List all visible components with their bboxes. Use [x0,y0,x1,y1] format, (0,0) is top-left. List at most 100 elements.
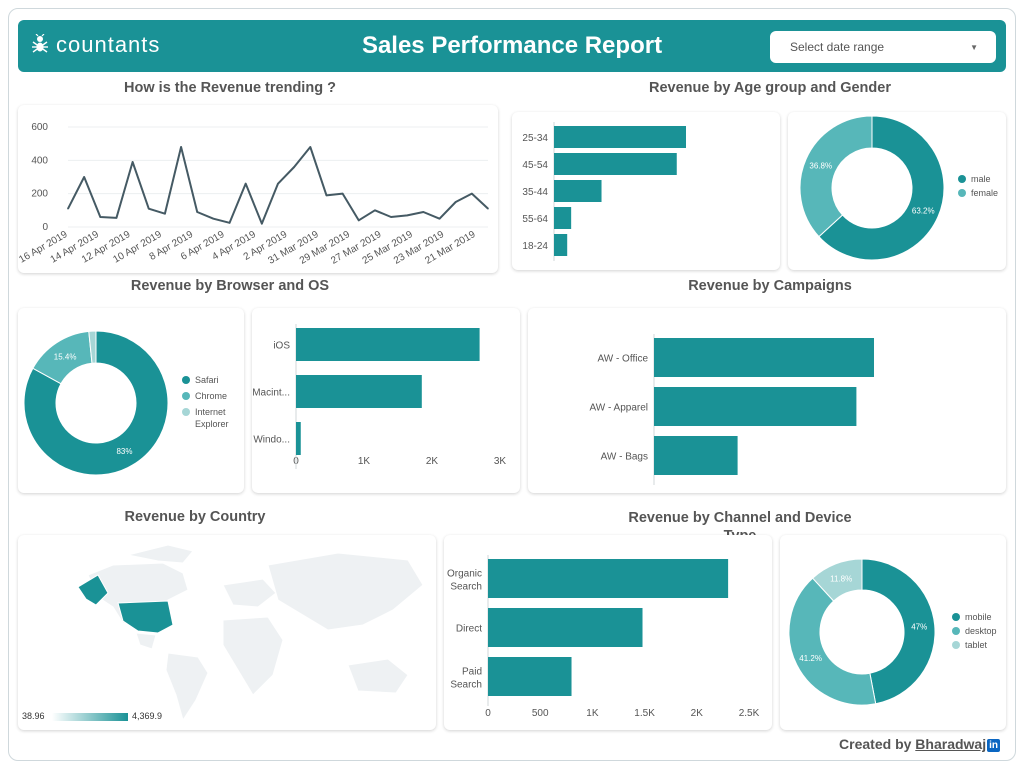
country-title: Revenue by Country [124,509,266,525]
slice-label: 47% [911,623,927,632]
data-point [454,201,457,203]
category-label: Direct [456,624,482,635]
greenland-shape [127,544,194,564]
channel-bar-chart: 0 500 1K 1.5K 2K 2.5K Organic Search Direct Paid S… [447,555,760,719]
donut-slice [861,558,936,705]
category-label: Macint... [252,388,290,399]
category-label: Paid [462,667,482,678]
data-point [406,214,409,217]
header-bar: countants Sales Performance Report Selec… [18,20,1006,72]
x-tick-label: 500 [532,708,549,719]
category-label: Windo... [253,435,290,446]
south-america-shape [165,652,209,722]
y-tick-label: 200 [31,189,48,200]
data-point [99,216,102,218]
campaigns-panel: AW - Office AW - Apparel AW - Bags [528,308,1006,493]
bar [554,180,602,202]
central-america-shape [135,632,157,650]
asia-shape [267,552,424,631]
bar [488,608,643,647]
y-tick-label: 0 [42,222,48,233]
africa-shape [222,616,284,696]
legend-label: Internet [195,407,226,417]
browser-donut-chart: 83% 15.4% Safari Chrome Internet Explorer [23,330,229,476]
legend-label: desktop [965,626,997,636]
data-point [293,166,295,168]
donut-slice [799,115,873,238]
legend-label: Chrome [195,391,227,401]
bar [654,387,857,426]
country-legend-gradient [52,713,128,721]
data-point [147,207,150,210]
data-point [261,222,263,225]
category-label: Search [450,680,482,691]
donut-slice [788,577,877,706]
data-point [228,222,231,224]
legend-swatch [958,175,966,183]
legend-label: mobile [965,612,992,622]
category-label: AW - Office [597,354,648,365]
category-label: iOS [273,341,290,352]
linkedin-icon[interactable]: in [987,739,1000,752]
date-range-select[interactable]: Select date range ▼ [770,31,996,63]
donut-slice [23,330,169,476]
legend-swatch [952,641,960,649]
donut-slice [818,115,945,261]
logo[interactable]: countants [30,32,160,58]
slice-label: 83% [116,447,132,456]
browser-panel: 83% 15.4% Safari Chrome Internet Explorer [18,308,244,493]
country-panel [18,535,436,730]
world-map[interactable] [18,535,436,730]
legend-swatch [958,189,966,197]
legend-swatch [182,392,190,400]
y-tick-label: 600 [31,122,48,133]
bar [554,234,568,256]
slice-label: 63.2% [912,207,935,216]
data-point [374,209,376,212]
bar [296,375,422,408]
category-label: Search [450,582,482,593]
x-tick-label: 3K [494,456,507,467]
page-title: Sales Performance Report [361,32,663,59]
country-legend-min: 38.96 [22,711,45,721]
slice-label: 15.4% [54,352,77,361]
data-point [390,216,392,218]
data-point [196,211,199,213]
data-point [180,146,182,148]
category-label: 45-54 [522,160,548,171]
slice-label: 11.8% [830,574,852,583]
category-label: 35-44 [522,187,548,198]
author-link[interactable]: Bharadwaj [915,736,987,752]
slice-label: 36.8% [809,161,832,170]
os-bar-chart: 01K2K3KiOSMacint...Windo... [252,324,507,469]
legend-label: Explorer [195,419,229,429]
bar [654,436,738,475]
bar [296,422,301,455]
revenue-trend-panel: 0 200 400 600 16 Apr 2019 14 Apr 2019 12 Apr 2… [17,105,498,273]
data-point [422,211,425,213]
category-label: Organic [447,569,482,580]
x-tick-label: 1.5K [634,708,655,719]
age-bar-chart: 25-34 45-54 35-44 55-64 18-24 [522,122,686,261]
category-label: 18-24 [522,241,548,252]
data-point [67,207,69,210]
revenue-series-line [67,146,489,225]
data-point [115,217,118,219]
chevron-down-icon: ▼ [970,43,978,52]
alaska-shape [77,574,109,606]
legend-label: male [971,174,991,184]
data-point [277,182,279,185]
donut-slice [811,558,863,602]
data-point [83,176,85,178]
bar [296,328,480,361]
legend-swatch [182,376,190,384]
footer-credit: Created by Bharadwaj in [839,736,1000,752]
channel-panel: 0 500 1K 1.5K 2K 2.5K Organic Search Direct Paid S… [444,535,772,730]
date-range-placeholder: Select date range [790,40,885,54]
x-tick-label: 2K [426,456,439,467]
browser-os-title: Revenue by Browser and OS [130,278,330,294]
legend-swatch [182,408,190,416]
data-point [325,194,328,197]
legend-label: tablet [965,640,988,650]
